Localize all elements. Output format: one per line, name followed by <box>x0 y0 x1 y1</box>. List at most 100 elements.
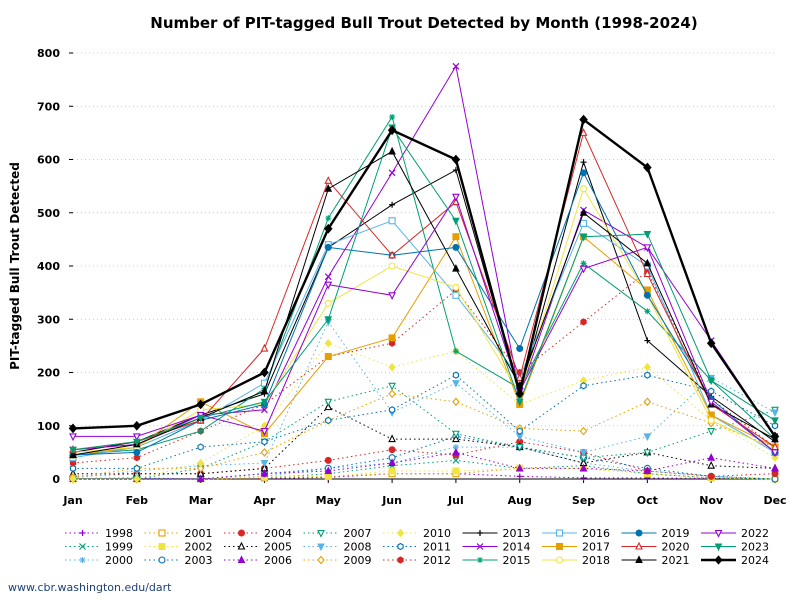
series-line <box>72 320 776 479</box>
legend-label: 2009 <box>344 554 372 567</box>
data-point <box>707 472 715 480</box>
data-point <box>69 474 77 484</box>
legend-item-2010: 2010 <box>383 527 451 540</box>
y-tick-label: 0 <box>52 473 60 486</box>
data-point <box>643 433 652 442</box>
legend-label: 2023 <box>741 541 769 554</box>
series-line <box>72 235 776 456</box>
data-point <box>452 217 460 226</box>
data-point <box>643 162 652 173</box>
series-2022 <box>69 193 779 458</box>
legend-item-2012: 2012 <box>383 554 451 567</box>
legend-label: 1999 <box>105 541 133 554</box>
series-line <box>73 459 776 480</box>
data-point <box>452 233 460 241</box>
data-point <box>555 529 564 537</box>
y-tick-label: 700 <box>37 100 60 113</box>
data-point <box>516 427 523 435</box>
data-point <box>771 422 779 430</box>
legend-label: 2001 <box>185 527 213 540</box>
series-line <box>73 385 776 480</box>
data-point <box>260 428 269 436</box>
data-point <box>324 353 332 361</box>
data-point <box>707 453 715 461</box>
series-layer <box>68 62 780 484</box>
data-point <box>706 338 716 349</box>
data-point <box>397 556 404 564</box>
series-2006 <box>69 447 779 482</box>
series-line <box>72 131 776 451</box>
legend-item-2004: 2004 <box>224 527 292 540</box>
source-url[interactable]: www.cbr.washington.edu/dart <box>8 581 172 594</box>
data-point <box>325 416 332 425</box>
data-point <box>707 377 715 386</box>
data-point <box>325 215 332 222</box>
data-point <box>388 434 396 443</box>
legend-item-2020: 2020 <box>621 541 690 554</box>
data-point <box>133 454 140 462</box>
data-point <box>388 217 396 225</box>
data-point <box>388 262 396 270</box>
data-point <box>69 464 77 472</box>
data-point <box>324 176 333 184</box>
data-point <box>579 233 588 242</box>
data-point <box>388 169 396 177</box>
y-tick-label: 600 <box>37 154 60 167</box>
x-tick-label: Jan <box>62 494 82 507</box>
data-point <box>79 530 86 536</box>
legend-item-2013: 2013 <box>462 527 531 540</box>
data-point <box>556 543 563 550</box>
series-line <box>73 406 776 475</box>
data-point <box>635 529 643 537</box>
data-point <box>261 406 268 414</box>
data-point <box>388 446 396 454</box>
data-point <box>707 428 716 436</box>
legend-item-2002: 2002 <box>144 541 213 554</box>
x-tick-label: Apr <box>254 494 276 507</box>
data-point <box>324 184 333 192</box>
legend-item-2011: 2011 <box>383 541 451 554</box>
legend-item-2016: 2016 <box>542 527 610 540</box>
x-tick-label: Sep <box>572 494 595 507</box>
data-point <box>707 416 715 424</box>
data-point <box>771 470 779 478</box>
data-point <box>317 555 325 565</box>
legend-item-2000: 2000 <box>65 554 133 567</box>
legend-item-2014: 2014 <box>462 541 531 554</box>
legend-item-1998: 1998 <box>65 527 133 540</box>
data-point <box>260 386 269 395</box>
data-point <box>388 389 396 399</box>
legend-label: 2002 <box>185 541 213 554</box>
legend-label: 2018 <box>582 554 610 567</box>
legend-label: 2017 <box>582 541 610 554</box>
data-point <box>580 169 588 177</box>
data-point <box>387 125 397 136</box>
data-point <box>644 371 651 379</box>
data-point <box>643 244 652 253</box>
legend-item-2007: 2007 <box>303 527 372 540</box>
data-point <box>260 367 269 378</box>
data-point <box>476 543 484 550</box>
legend-item-2021: 2021 <box>621 554 690 567</box>
data-point <box>452 380 460 388</box>
data-point <box>79 557 86 563</box>
data-point <box>452 434 460 443</box>
chart-title: Number of PIT-tagged Bull Trout Detected… <box>150 14 697 32</box>
data-point <box>580 159 587 166</box>
data-point <box>515 463 524 472</box>
data-point <box>515 398 524 407</box>
data-point <box>132 433 141 442</box>
data-point <box>451 154 461 165</box>
data-point <box>579 449 588 457</box>
legend-label: 2003 <box>185 554 213 567</box>
legend-label: 2019 <box>662 527 690 540</box>
series-2011 <box>69 371 779 472</box>
y-tick-label: 300 <box>37 313 60 326</box>
grid <box>73 52 775 427</box>
legend-item-2019: 2019 <box>621 527 690 540</box>
data-point <box>324 338 332 348</box>
data-point <box>477 530 483 536</box>
legend-label: 2007 <box>344 527 372 540</box>
data-point <box>388 339 396 347</box>
data-point <box>260 469 269 477</box>
